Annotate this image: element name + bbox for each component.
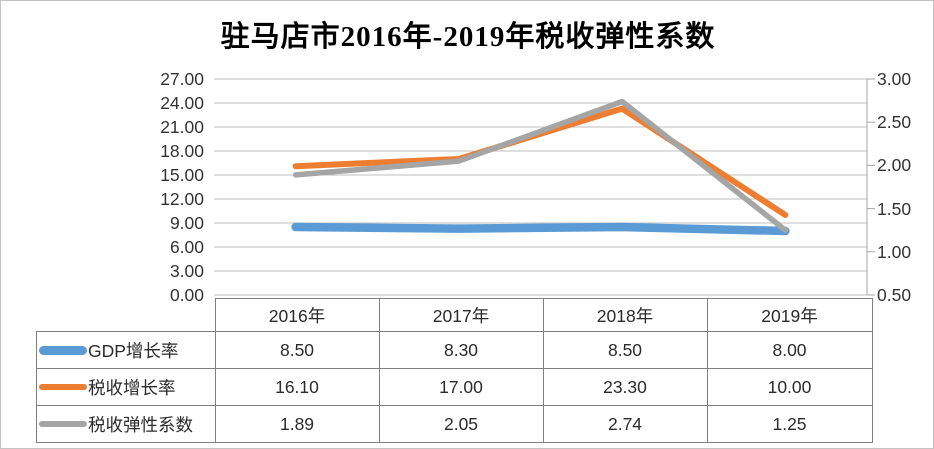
left-axis-tick-label: 12.00 (160, 189, 204, 209)
table-corner-cell (37, 299, 216, 332)
series-label: 税收增长率 (88, 377, 176, 398)
series-label: 税收弹性系数 (88, 414, 193, 435)
table-year-header: 2019年 (706, 298, 873, 332)
series-line-税收弹性系数 (292, 98, 789, 233)
table-value-cell: 8.30 (378, 331, 544, 369)
table-value-cell: 8.50 (542, 331, 708, 369)
table-value-cell: 2.74 (542, 405, 708, 443)
table-value-cell: 16.10 (214, 368, 380, 406)
table-row: 税收增长率 16.10 17.00 23.30 10.00 (36, 368, 873, 406)
table-value-cell: 1.25 (706, 405, 873, 443)
series-label-cell: GDP增长率 (36, 331, 216, 369)
left-axis-tick-label: 9.00 (169, 213, 204, 233)
right-axis-tick-label: 1.00 (877, 241, 912, 262)
table-value-cell: 10.00 (706, 368, 873, 406)
table-row: GDP增长率 8.50 8.30 8.50 8.00 (36, 331, 873, 369)
table-value-cell: 8.50 (214, 331, 380, 369)
chart-title: 驻马店市2016年-2019年税收弹性系数 (220, 21, 716, 53)
table-value-cell: 1.89 (214, 405, 380, 443)
left-axis-tick-label: 24.00 (160, 93, 204, 113)
table-value-cell: 23.30 (542, 368, 708, 406)
data-table: 2016年 2017年 2018年 2019年 GDP增长率 8.50 8.30 8.50 8.… (36, 298, 873, 443)
right-axis-tick-label: 1.50 (877, 198, 912, 219)
right-axis-tick-label: 3.00 (877, 69, 912, 89)
table-value-cell: 17.00 (378, 368, 544, 406)
legend-key-icon (39, 421, 87, 427)
table-year-header: 2016年 (214, 298, 380, 332)
left-axis-tick-label: 18.00 (160, 141, 204, 161)
right-axis-tick-label: 0.50 (877, 285, 912, 305)
left-axis-tick-label: 6.00 (169, 237, 204, 257)
table-value-cell: 8.00 (706, 331, 873, 369)
left-axis-tick-label: 27.00 (160, 69, 204, 89)
series-line-GDP增长率 (291, 222, 790, 236)
legend-key-icon (39, 384, 87, 390)
left-axis-tick-label: 0.00 (169, 285, 204, 305)
left-axis-tick-label: 15.00 (160, 165, 204, 185)
table-year-header: 2017年 (378, 298, 544, 332)
legend-key-icon (39, 345, 87, 355)
table-row: 税收弹性系数 1.89 2.05 2.74 1.25 (36, 405, 873, 443)
table-year-header: 2018年 (542, 298, 708, 332)
series-label: GDP增长率 (88, 340, 179, 361)
right-axis-tick-label: 2.00 (877, 155, 912, 176)
table-value-cell: 2.05 (378, 405, 544, 443)
left-axis-tick-label: 21.00 (160, 117, 204, 137)
series-label-cell: 税收增长率 (36, 368, 216, 406)
series-label-cell: 税收弹性系数 (36, 405, 216, 443)
left-axis-tick-label: 3.00 (169, 261, 204, 281)
right-axis-tick-label: 2.50 (877, 112, 912, 133)
